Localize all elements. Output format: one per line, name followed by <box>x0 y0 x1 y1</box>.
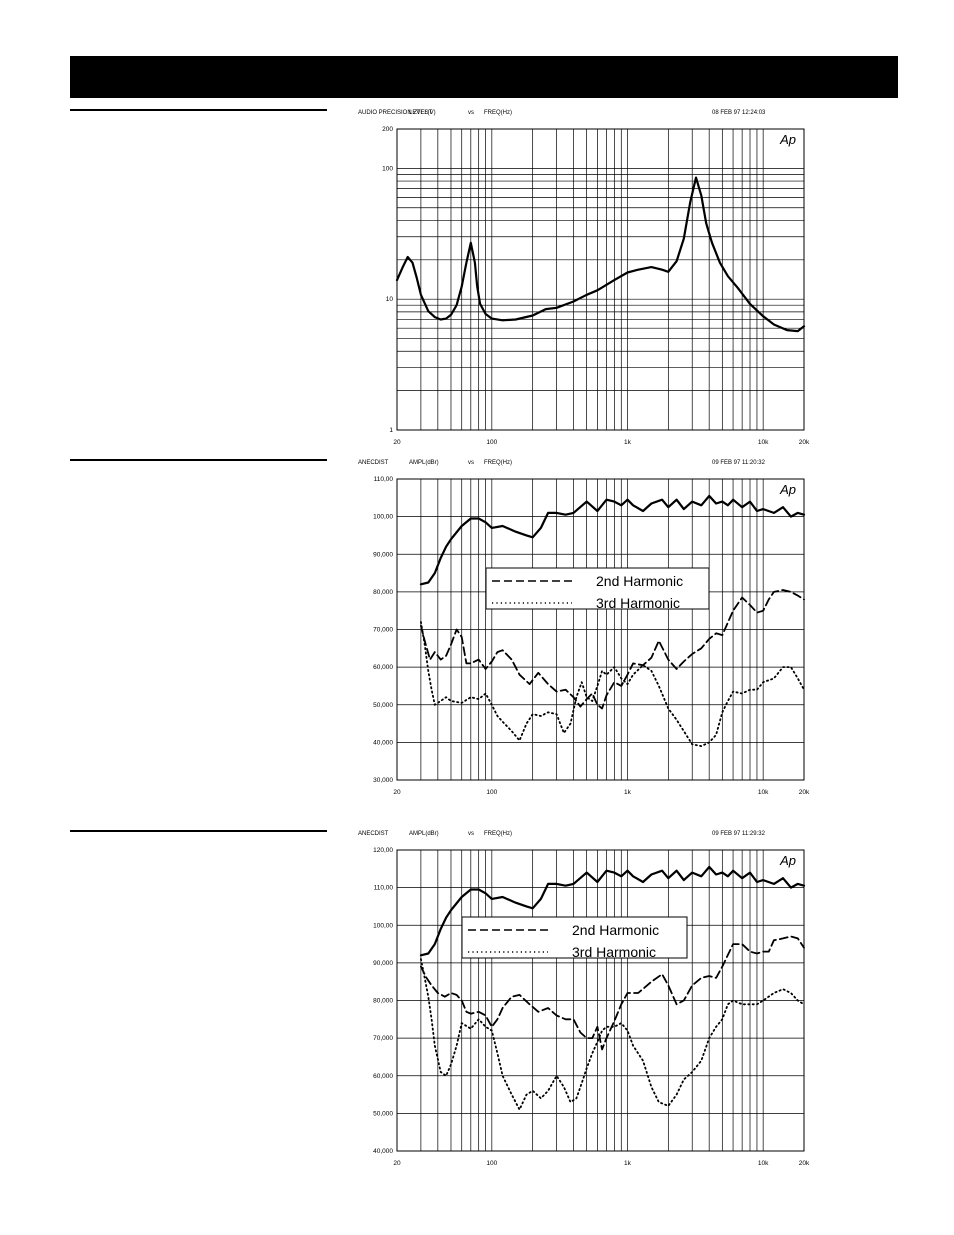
header-vs: vs <box>468 831 474 837</box>
legend-label: 3rd Harmonic <box>572 944 656 960</box>
plot-frame <box>396 849 805 1152</box>
x-tick-label: 20k <box>799 789 810 796</box>
y-tick-label: 80,000 <box>373 589 393 596</box>
legend: 2nd Harmonic 3rd Harmonic <box>461 916 688 960</box>
series-line-dotted <box>420 621 805 748</box>
grid <box>397 850 804 1151</box>
impedance-chart: AUDIO PRECISION ZTEST LEVEL(V) vs FREQ(Hz) 0… <box>354 104 814 454</box>
y-tick-label: 1 <box>389 427 393 434</box>
series-line-dashed <box>420 935 805 1051</box>
series-line-dashed <box>420 589 805 710</box>
header-ylabel: AMPL(dBr) <box>409 460 439 466</box>
header-xlabel: FREQ(Hz) <box>484 460 512 466</box>
header-xlabel: FREQ(Hz) <box>484 831 512 837</box>
series-line-dotted <box>420 958 805 1111</box>
y-tick-label: 60,000 <box>373 664 393 671</box>
legend-label: 2nd Harmonic <box>596 573 683 589</box>
header-left: AUDIO PRECISION ZTEST <box>358 110 433 116</box>
y-tick-label: 70,000 <box>373 627 393 634</box>
distortion-chart-2-svg: ANECDIST AMPL(dBr) vs FREQ(Hz) 09 FEB 97 11:… <box>358 831 810 1167</box>
x-tick-label: 100 <box>486 439 497 446</box>
x-tick-label: 20 <box>393 1160 401 1167</box>
ap-logo: Ap <box>779 132 796 147</box>
header-left: ANECDIST <box>358 831 389 837</box>
x-tick-label: 20 <box>393 789 401 796</box>
y-tick-label: 90,000 <box>373 551 393 558</box>
x-tick-label: 20k <box>799 1160 810 1167</box>
y-tick-label: 40,000 <box>373 739 393 746</box>
distortion-chart-1-svg: ANECDIST AMPL(dBr) vs FREQ(Hz) 09 FEB 97 11:… <box>358 460 810 796</box>
y-tick-label: 60,000 <box>373 1073 393 1080</box>
header-ylabel: AMPL(dBr) <box>409 831 439 837</box>
y-tick-label: 100,00 <box>373 922 393 929</box>
chart-header: ANECDIST AMPL(dBr) vs FREQ(Hz) 09 FEB 97 11:… <box>358 460 766 466</box>
series-line-solid <box>419 494 806 586</box>
header-date: 09 FEB 97 11:29:32 <box>712 831 766 837</box>
grid <box>397 129 804 430</box>
x-tick-label: 10k <box>758 789 769 796</box>
y-tick-label: 80,000 <box>373 998 393 1005</box>
section-rule-1 <box>70 109 327 111</box>
y-tick-label: 90,000 <box>373 960 393 967</box>
y-tick-label: 30,000 <box>373 777 393 784</box>
plot-frame <box>396 478 805 781</box>
y-tick-label: 110,00 <box>374 476 394 483</box>
header-date: 08 FEB 97 12:24:03 <box>712 110 766 116</box>
page-banner <box>70 56 898 98</box>
header-xlabel: FREQ(Hz) <box>484 110 512 116</box>
y-tick-label: 110,00 <box>374 885 394 892</box>
x-tick-label: 20k <box>799 439 810 446</box>
distortion-chart-2: ANECDIST AMPL(dBr) vs FREQ(Hz) 09 FEB 97 11:… <box>354 825 814 1175</box>
distortion-chart-1: ANECDIST AMPL(dBr) vs FREQ(Hz) 09 FEB 97 11:… <box>354 454 814 804</box>
ap-logo: Ap <box>779 482 796 497</box>
header-vs: vs <box>468 110 474 116</box>
y-tick-label: 120,00 <box>373 847 393 854</box>
legend-box <box>461 916 688 959</box>
y-tick-label: 40,000 <box>373 1148 393 1155</box>
header-ylabel: LEVEL(V) <box>409 110 436 116</box>
series-line-solid <box>395 176 806 333</box>
legend-label: 3rd Harmonic <box>596 595 680 611</box>
x-tick-label: 100 <box>486 1160 497 1167</box>
ap-logo: Ap <box>779 853 796 868</box>
legend: 2nd Harmonic 3rd Harmonic <box>485 567 710 611</box>
y-tick-label: 100,00 <box>373 514 393 521</box>
section-rule-3 <box>70 830 327 832</box>
y-tick-label: 50,000 <box>373 702 393 709</box>
x-tick-label: 20 <box>393 439 401 446</box>
y-tick-label: 70,000 <box>373 1035 393 1042</box>
legend-label: 2nd Harmonic <box>572 922 659 938</box>
legend-box <box>485 567 710 610</box>
x-tick-label: 100 <box>486 789 497 796</box>
section-rule-2 <box>70 459 327 461</box>
x-tick-label: 1k <box>624 789 632 796</box>
chart-header: ANECDIST AMPL(dBr) vs FREQ(Hz) 09 FEB 97 11:… <box>358 831 766 837</box>
y-tick-label: 100 <box>382 165 393 172</box>
x-tick-label: 1k <box>624 439 632 446</box>
y-tick-label: 200 <box>382 126 393 133</box>
grid <box>397 479 804 780</box>
y-tick-label: 10 <box>386 296 394 303</box>
series-line-solid <box>419 865 806 957</box>
x-tick-label: 10k <box>758 1160 769 1167</box>
x-tick-label: 10k <box>758 439 769 446</box>
header-vs: vs <box>468 460 474 466</box>
header-left: ANECDIST <box>358 460 389 466</box>
y-tick-label: 50,000 <box>373 1110 393 1117</box>
header-date: 09 FEB 97 11:20:32 <box>712 460 766 466</box>
x-tick-label: 1k <box>624 1160 632 1167</box>
